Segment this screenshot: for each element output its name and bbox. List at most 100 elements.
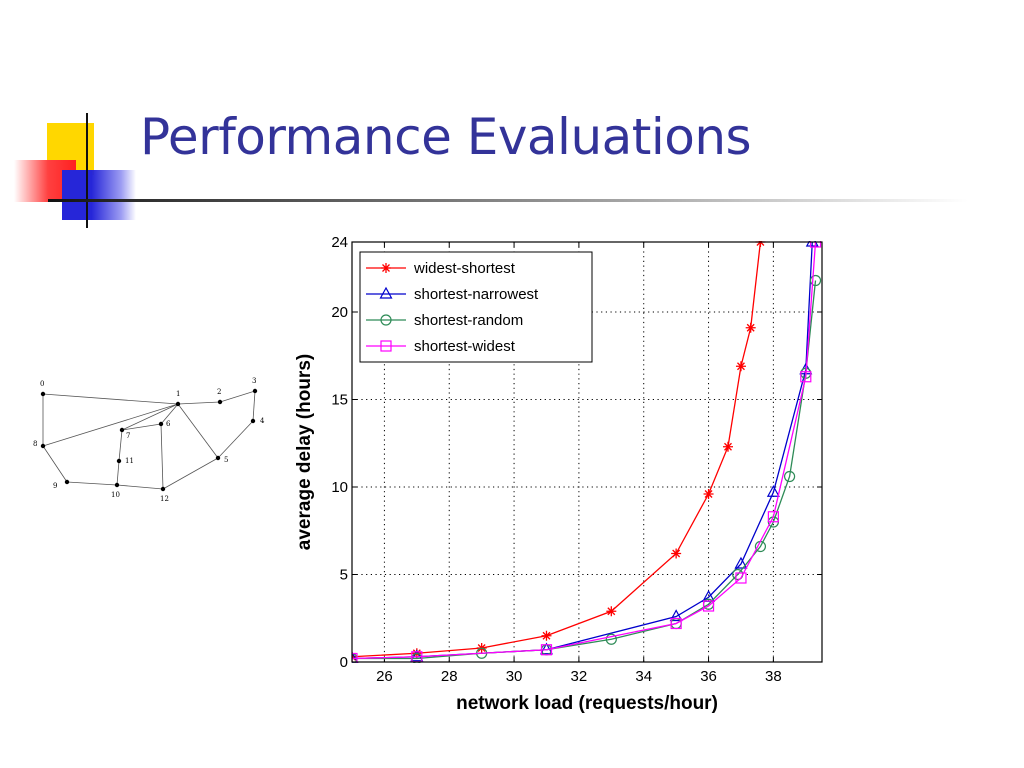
network-node [217,399,223,405]
network-node [160,486,166,492]
network-edge [177,401,221,405]
y-tick-label: 10 [331,479,348,496]
network-edge [217,420,254,459]
legend-label: widest-shortest [413,260,516,277]
network-node [250,418,256,424]
x-tick-label: 30 [506,668,523,685]
network-edge [66,481,118,486]
network-node [40,391,46,397]
network-node [215,455,221,461]
x-tick-label: 38 [765,668,782,685]
network-edge [118,429,123,462]
legend-label: shortest-widest [414,338,516,355]
legend-box [359,251,593,363]
y-tick-label: 5 [340,567,348,584]
data-point [735,361,746,372]
network-node-label: 8 [33,440,37,448]
network-node-label: 5 [224,456,228,464]
network-edge [160,403,179,425]
y-axis-label: average delay (hours) [294,354,315,550]
data-point [410,649,424,662]
plot-area [352,241,822,663]
network-node-label: 1 [176,390,180,398]
network-edge [116,484,164,490]
data-point [800,371,812,383]
data-point [605,633,617,645]
title-underline [48,199,968,202]
network-node-label: 6 [166,420,171,428]
network-node-label: 12 [160,495,169,503]
x-tick-label: 36 [700,668,717,685]
x-tick-label: 32 [571,668,588,685]
data-point [745,322,756,333]
delay-vs-load-chart: 26 28 30 32 34 36 38 0 5 10 15 20 24 network load (re… [294,234,823,714]
deco-vertical-line [86,113,88,228]
network-node [114,482,120,488]
network-node-label: 7 [126,432,130,440]
data-point [723,441,733,452]
data-point [783,470,796,483]
legend-marker [379,286,393,299]
legend-marker [380,340,392,352]
network-edge [219,390,256,403]
y-tick-label: 20 [331,304,348,321]
network-edge [177,403,219,459]
data-point [702,600,715,612]
data-point [541,630,552,641]
data-point [703,489,714,499]
y-tick-label: 0 [340,654,348,671]
network-edge [121,403,179,431]
network-node-label: 9 [53,482,57,490]
data-point [805,241,819,247]
network-edge [42,403,179,447]
deco-blue-square [62,170,136,220]
plot-frame [351,241,823,663]
slide-title: Performance Evaluations [140,108,752,166]
network-node-label: 2 [217,388,221,396]
network-node-label: 0 [40,380,44,388]
legend-label: shortest-random [414,312,523,329]
network-node-label: 3 [252,377,256,385]
data-point [606,606,617,617]
x-axis-label: network load (requests/hour) [456,693,718,714]
network-node [116,458,122,464]
data-point [669,609,683,622]
network-node [40,443,46,449]
network-edge [42,445,68,483]
data-point [352,651,359,663]
data-point [735,572,747,584]
x-tick-label: 26 [376,668,393,685]
series-line [352,241,817,660]
network-node [158,421,164,427]
data-point [734,556,748,569]
network-edge [42,393,179,405]
network-edge [162,457,219,490]
legend-marker [380,314,392,326]
network-edge [252,390,256,422]
x-tick-label: 28 [441,668,458,685]
data-point [766,485,780,497]
data-point [540,644,553,656]
legend: widest-shortest shortest-narrowest shortes… [359,251,593,363]
data-point [767,511,779,523]
network-node-label: 4 [260,417,265,425]
data-point [671,548,682,559]
data-point [809,274,822,287]
data-point [670,617,682,630]
legend-marker [381,263,391,273]
network-node [252,388,258,394]
y-tick-label: 15 [331,392,348,409]
data-point [352,652,358,663]
x-tick-label: 34 [635,668,652,685]
network-edge [160,423,164,490]
legend-label: shortest-narrowest [414,286,539,303]
network-edge [116,460,120,486]
network-node [119,427,125,433]
network-edge [121,423,162,431]
y-tick-label: 24 [331,234,348,251]
network-node-label: 10 [111,491,120,499]
network-node [175,401,181,407]
network-node [64,479,70,485]
network-node-label: 11 [125,457,134,465]
